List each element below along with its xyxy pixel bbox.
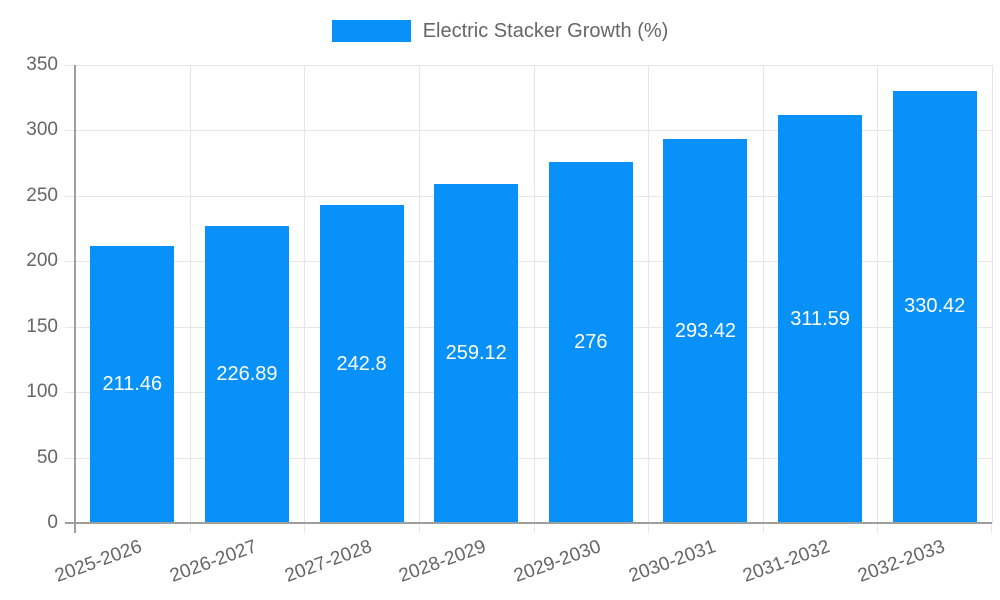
bar[interactable]: 330.42 <box>892 90 977 523</box>
y-tick-mark <box>65 65 75 66</box>
x-tick-mark <box>74 523 76 533</box>
bar-value-label: 311.59 <box>790 307 850 330</box>
y-axis-line <box>74 65 76 523</box>
gridline-vertical <box>533 65 535 523</box>
x-tick-label: 2025-2026 <box>52 536 146 587</box>
gridline-vertical <box>877 65 879 523</box>
legend-color-swatch <box>331 20 411 42</box>
bar-value-label: 330.42 <box>904 295 966 318</box>
bar-value-label: 293.42 <box>674 319 737 342</box>
legend-item[interactable]: Electric Stacker Growth (%) <box>331 19 669 43</box>
bar-value-label: 242.8 <box>336 352 387 375</box>
x-axis-line <box>75 522 992 524</box>
bar-value-label: 211.46 <box>102 373 163 396</box>
x-tick-label: 2026-2027 <box>167 536 260 587</box>
y-tick-label: 250 <box>26 184 58 206</box>
y-tick-label: 0 <box>47 512 58 533</box>
x-tick-mark <box>648 523 650 533</box>
y-tick-mark <box>65 457 75 459</box>
y-tick-label: 200 <box>26 250 58 272</box>
x-tick-label: 2031-2032 <box>740 536 833 587</box>
bar[interactable]: 259.12 <box>434 183 519 523</box>
y-tick-label: 350 <box>26 54 58 75</box>
gridline-vertical <box>304 65 306 523</box>
x-tick-label: 2032-2033 <box>854 536 948 587</box>
y-tick-label: 100 <box>26 381 58 403</box>
bar-value-label: 259.12 <box>445 341 507 364</box>
y-tick-label: 150 <box>26 315 58 337</box>
x-tick-label: 2029-2030 <box>511 536 604 587</box>
gridline-vertical <box>762 65 764 523</box>
bar-value-label: 226.89 <box>216 363 278 386</box>
x-tick-mark <box>762 523 764 533</box>
y-tick-mark <box>65 522 75 524</box>
bar[interactable]: 276 <box>548 161 633 523</box>
bar[interactable]: 293.42 <box>663 139 748 523</box>
bar[interactable]: 226.89 <box>204 226 289 523</box>
y-tick-label: 300 <box>26 119 58 141</box>
y-tick-label: 50 <box>36 446 58 468</box>
x-tick-mark <box>304 523 306 533</box>
x-tick-mark <box>418 523 420 533</box>
x-tick-label: 2030-2031 <box>625 536 719 587</box>
x-tick-mark <box>991 523 992 533</box>
gridline-vertical <box>418 65 420 523</box>
bar[interactable]: 211.46 <box>90 246 175 523</box>
bar[interactable]: 311.59 <box>778 115 863 523</box>
bar[interactable]: 242.8 <box>319 205 404 523</box>
x-tick-mark <box>189 523 191 533</box>
gridline-vertical <box>189 65 191 523</box>
y-tick-mark <box>65 130 75 132</box>
gridline-vertical <box>992 65 993 523</box>
legend: Electric Stacker Growth (%) <box>0 19 1000 43</box>
gridline-vertical <box>648 65 650 523</box>
y-tick-mark <box>65 326 75 328</box>
bar-value-label: 276 <box>574 330 608 353</box>
y-tick-mark <box>65 261 75 263</box>
plot-area: 211.46 226.89 242.8 259.12 276 293.42 311.59 33… <box>65 65 993 533</box>
x-tick-label: 2028-2029 <box>396 536 490 587</box>
legend-label: Electric Stacker Growth (%) <box>422 19 669 42</box>
y-tick-mark <box>65 195 75 197</box>
x-tick-mark <box>533 523 535 533</box>
y-tick-mark <box>65 392 75 394</box>
x-tick-label: 2027-2028 <box>281 536 375 587</box>
x-tick-mark <box>877 523 879 533</box>
